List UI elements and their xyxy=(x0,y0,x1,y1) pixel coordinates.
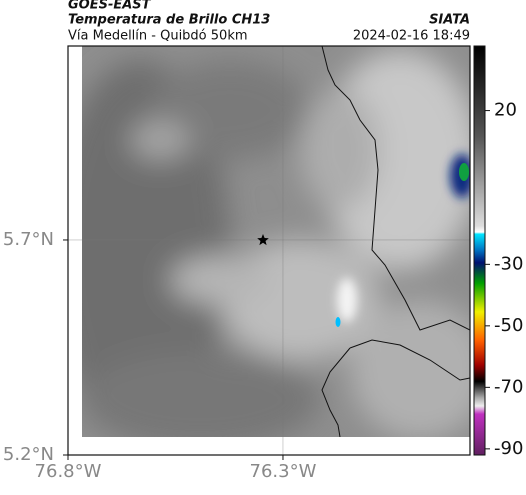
title: Temperatura de Brillo CH13 xyxy=(68,13,270,28)
y-tick-label: 5.2°N xyxy=(3,444,54,465)
map-frame xyxy=(67,45,471,456)
colorbar-tick-label: 20 xyxy=(494,100,517,121)
timestamp: 2024-02-16 18:49 xyxy=(353,29,470,44)
colorbar xyxy=(473,45,486,456)
colorbar-tick-label: -30 xyxy=(494,253,523,274)
colorbar-tick-label: -70 xyxy=(494,376,523,397)
source: SIATA xyxy=(429,13,470,28)
satellite-image xyxy=(82,46,470,437)
location-marker xyxy=(257,234,269,246)
product: GOES-EAST xyxy=(68,0,152,13)
y-tick-label: 5.7°N xyxy=(3,229,54,250)
subtitle: Vía Medellín - Quibdó 50km xyxy=(68,29,248,44)
colorbar-tick-label: -50 xyxy=(494,315,523,336)
colorbar-tick-label: -90 xyxy=(494,438,523,459)
x-tick-label: 76.3°W xyxy=(250,461,317,482)
x-tick-label: 76.8°W xyxy=(35,461,102,482)
